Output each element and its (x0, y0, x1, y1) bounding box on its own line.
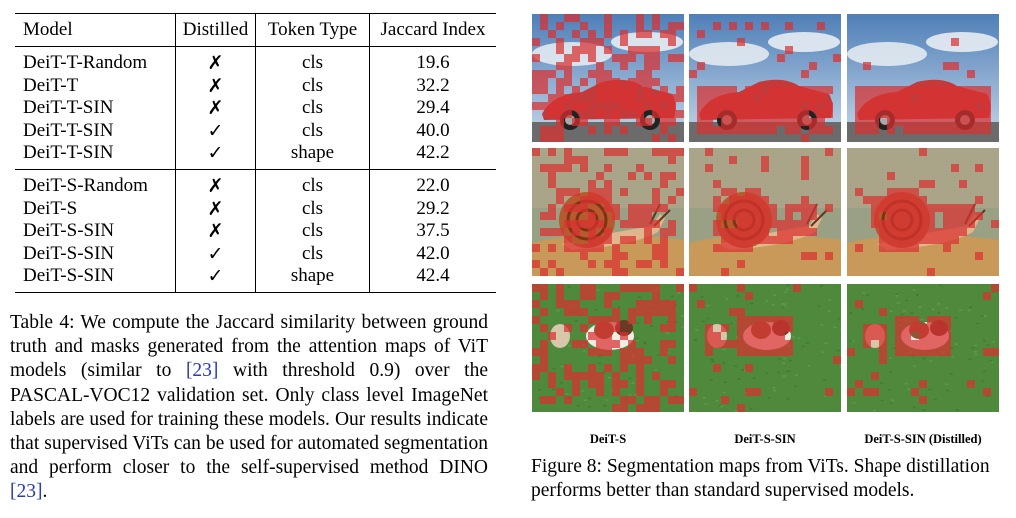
table-header-row: Model Distilled Token Type Jaccard Index (15, 13, 496, 47)
table-row: DeiT-T-Random ✗ cls 19.6 (15, 46, 496, 75)
header-jaccard-index: Jaccard Index (369, 13, 496, 47)
cell-distilled: ✓ (175, 265, 256, 293)
cell-model: DeiT-T-Random (23, 52, 148, 73)
table-row: DeiT-S-SIN ✗ cls 37.5 (15, 220, 496, 243)
table-row: DeiT-T-SIN ✓ shape 42.2 (15, 142, 496, 170)
cell-jaccard: 40.0 (369, 119, 496, 143)
table-group-small: DeiT-S-Random ✗ cls 22.0 DeiT-S ✗ cls 29… (15, 169, 496, 293)
segmentation-map-snail-deit-s (532, 148, 684, 276)
cell-jaccard: 29.4 (369, 97, 496, 120)
cell-distilled: ✗ (175, 220, 256, 243)
cell-token-type: shape (255, 265, 370, 293)
cell-jaccard: 42.2 (369, 142, 496, 170)
cell-jaccard: 32.2 (369, 74, 496, 98)
cell-token-type: cls (255, 169, 370, 198)
cell-model: DeiT-S (23, 197, 78, 219)
cell-token-type: cls (255, 46, 370, 75)
cell-model: DeiT-S-Random (23, 174, 148, 196)
cell-jaccard: 19.6 (369, 46, 496, 75)
cell-token-type: cls (255, 74, 370, 98)
column-label-deit-s: DeiT-S (589, 432, 627, 446)
segmentation-map-dogs-deit-s (532, 284, 684, 412)
cell-model: DeiT-S-SIN (23, 220, 115, 242)
cell-distilled: ✗ (175, 97, 256, 120)
table-row: DeiT-T-SIN ✓ cls 40.0 (15, 119, 496, 143)
segmentation-map-car-deit-s-sin-distilled (847, 14, 999, 142)
table-row: DeiT-S ✗ cls 29.2 (15, 197, 496, 221)
column-label-deit-s-sin-distilled: DeiT-S-SIN (Distilled) (864, 432, 982, 446)
caption-text-3: . (42, 481, 48, 503)
table-row: DeiT-S-SIN ✓ cls 42.0 (15, 242, 496, 266)
caption-text-1: Table 4: We compute the Jaccard similari… (10, 312, 488, 382)
cell-model: DeiT-T (23, 74, 79, 96)
cell-distilled: ✗ (175, 74, 256, 98)
cell-token-type: cls (255, 119, 370, 143)
cell-jaccard: 42.4 (369, 265, 496, 293)
cell-token-type: cls (255, 197, 370, 221)
cell-distilled: ✓ (175, 142, 256, 170)
segmentation-map-snail-deit-s-sin (689, 148, 841, 276)
header-token-type: Token Type (255, 13, 370, 47)
cell-token-type: shape (255, 142, 370, 170)
cell-jaccard: 22.0 (369, 169, 496, 198)
cell-model: DeiT-T-SIN (23, 97, 114, 119)
header-distilled: Distilled (175, 13, 256, 47)
segmentation-map-dogs-deit-s-sin (689, 284, 841, 412)
table-row: DeiT-T-SIN ✗ cls 29.4 (15, 97, 496, 120)
segmentation-map-car-deit-s (532, 14, 684, 142)
cell-jaccard: 42.0 (369, 242, 496, 266)
table-row: DeiT-S-SIN ✓ shape 42.4 (15, 265, 496, 293)
cell-token-type: cls (255, 220, 370, 243)
citation-link[interactable]: [23] (185, 360, 219, 382)
cell-distilled: ✗ (175, 197, 256, 221)
table-row: DeiT-T ✗ cls 32.2 (15, 74, 496, 98)
segmentation-map-car-deit-s-sin (689, 14, 841, 142)
citation-link[interactable]: [23] (10, 481, 43, 503)
cell-model: DeiT-T-SIN (23, 119, 114, 141)
cell-distilled: ✗ (175, 46, 256, 75)
jaccard-table: Model Distilled Token Type Jaccard Index… (15, 13, 496, 293)
cell-token-type: cls (255, 242, 370, 266)
cell-model: DeiT-S-SIN (23, 242, 115, 264)
cell-distilled: ✗ (175, 169, 256, 198)
segmentation-map-dogs-deit-s-sin-distilled (847, 284, 999, 412)
cell-jaccard: 37.5 (369, 220, 496, 243)
header-model: Model (15, 13, 176, 47)
segmentation-map-snail-deit-s-sin-distilled (847, 148, 999, 276)
cell-token-type: cls (255, 97, 370, 120)
figure-caption: Figure 8: Segmentation maps from ViTs. S… (531, 456, 990, 502)
cell-model: DeiT-S-SIN (15, 265, 176, 293)
column-label-deit-s-sin: DeiT-S-SIN (734, 432, 796, 446)
table-row: DeiT-S-Random ✗ cls 22.0 (15, 169, 496, 198)
results-table: Model Distilled Token Type Jaccard Index… (15, 13, 496, 293)
table-caption: Table 4: We compute the Jaccard similari… (10, 311, 488, 505)
cell-distilled: ✓ (175, 119, 256, 143)
caption-text-2: with threshold 0.9) over the PASCAL-VOC1… (10, 360, 488, 479)
cell-model: DeiT-T-SIN (15, 142, 176, 170)
cell-distilled: ✓ (175, 242, 256, 266)
cell-jaccard: 29.2 (369, 197, 496, 221)
table-group-tiny: DeiT-T-Random ✗ cls 19.6 DeiT-T ✗ cls 32… (15, 46, 496, 170)
